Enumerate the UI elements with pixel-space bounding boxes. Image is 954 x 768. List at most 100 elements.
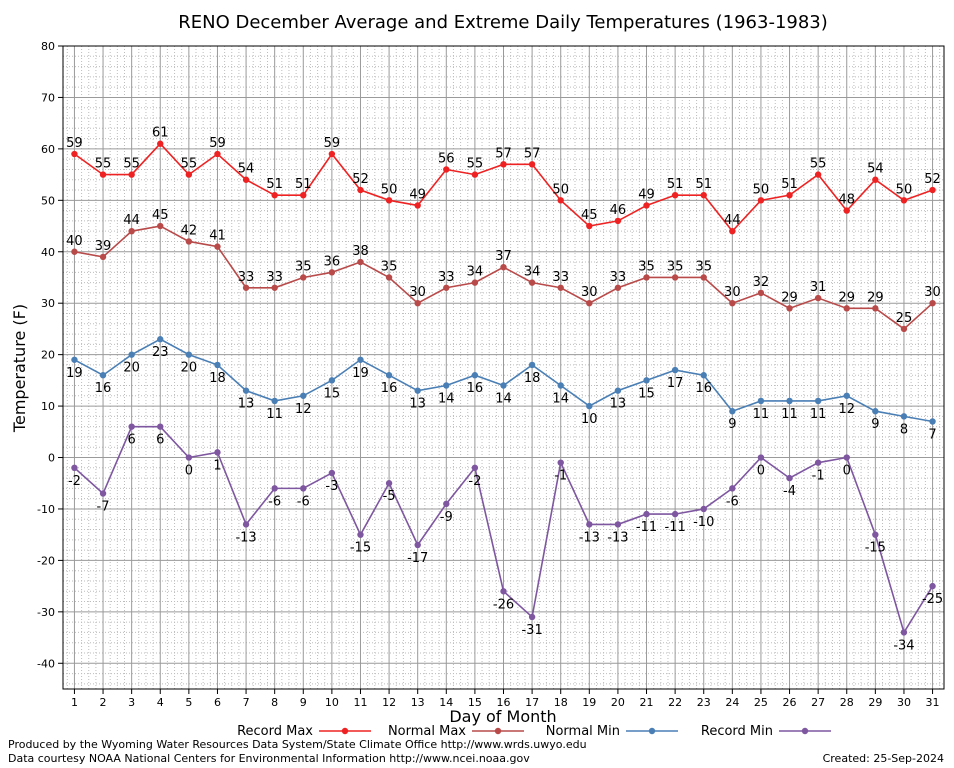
data-label: 35 [695,259,712,274]
data-label: 16 [695,381,712,396]
x-tick-label: 30 [897,696,911,709]
data-point [643,510,650,518]
data-point [328,150,336,158]
data-label: 57 [495,146,512,161]
data-label: -10 [693,515,714,530]
data-label: 19 [352,366,369,381]
data-label: 34 [467,265,484,280]
data-label: 44 [123,213,140,228]
data-point [929,186,936,194]
data-point [814,294,822,302]
data-label: 50 [753,182,770,197]
data-label: 45 [581,208,598,223]
data-point [357,531,364,538]
data-label: 54 [238,162,255,177]
data-label: 30 [581,285,598,300]
data-point [929,582,936,590]
x-tick-label: 16 [497,696,511,709]
data-label: 30 [409,285,426,300]
data-point [99,490,107,497]
data-point [443,284,450,291]
data-label: 50 [381,182,398,197]
data-point [671,510,679,518]
legend-marker [494,727,502,735]
data-point [414,387,421,394]
data-label: 49 [638,187,655,202]
data-point [242,176,250,183]
data-label: 12 [295,402,312,417]
data-point [471,464,479,472]
data-point [757,454,765,461]
data-label: 25 [896,311,913,326]
data-label: 13 [610,397,627,412]
data-point [271,397,278,405]
x-tick-label: 24 [725,696,739,709]
data-label: -9 [440,510,453,525]
data-point [614,284,622,291]
data-point [900,629,908,636]
data-point [586,300,593,307]
data-point [643,274,650,281]
data-point [414,541,421,549]
data-label: -25 [922,592,943,607]
data-label: 50 [896,182,913,197]
data-point [357,258,364,266]
data-point [71,150,78,158]
x-tick-label: 28 [840,696,854,709]
data-point [71,248,78,255]
data-label: 48 [838,193,855,208]
data-label: -5 [383,489,396,504]
data-label: 51 [295,177,312,192]
data-label: -2 [468,474,481,489]
x-tick-label: 14 [439,696,453,709]
data-label: 33 [266,270,283,285]
y-axis-label: Temperature (F) [10,304,29,433]
y-tick-label: 80 [41,40,55,53]
data-point [729,485,736,492]
data-point [814,397,822,405]
grid [63,45,944,689]
data-label: 54 [867,162,884,177]
data-point [557,382,564,389]
series-normal-max: 40 39 44 45 42 41 33 33 35 36 38 35 30 33 34 37 34 33 30 33… [66,208,941,333]
data-label: 10 [581,412,598,427]
data-label: 16 [95,381,112,396]
data-point [471,279,479,286]
data-point [328,269,336,276]
data-label: 51 [781,177,798,192]
data-point [300,274,307,281]
data-point [872,176,879,183]
data-label: 59 [66,136,83,151]
data-label: -13 [579,530,600,545]
data-label: -7 [97,500,110,515]
data-point [929,300,936,307]
data-point [786,191,793,199]
x-tick-label: 8 [271,696,278,709]
data-point [872,408,879,415]
data-point [357,186,364,194]
y-tick-label: 0 [48,452,55,465]
data-label: -6 [297,494,310,509]
data-label: 59 [324,136,341,151]
data-point [671,366,679,374]
data-label: 52 [352,172,369,187]
data-point [786,474,793,482]
data-point [843,305,850,312]
data-label: -11 [665,520,686,535]
data-point [614,217,622,225]
data-point [271,191,278,199]
data-label: 33 [438,270,455,285]
data-label: 14 [438,392,455,407]
y-tick-label: 20 [41,349,55,362]
data-point [443,382,450,389]
data-point [586,402,593,410]
y-tick-label: -10 [37,503,55,516]
legend-marker [341,727,349,735]
y-tick-label: -30 [37,606,55,619]
data-label: 9 [871,417,879,432]
data-point [557,459,564,466]
data-label: 20 [181,361,198,376]
data-label: 41 [209,229,226,244]
data-label: 33 [238,270,255,285]
data-point [643,202,650,209]
